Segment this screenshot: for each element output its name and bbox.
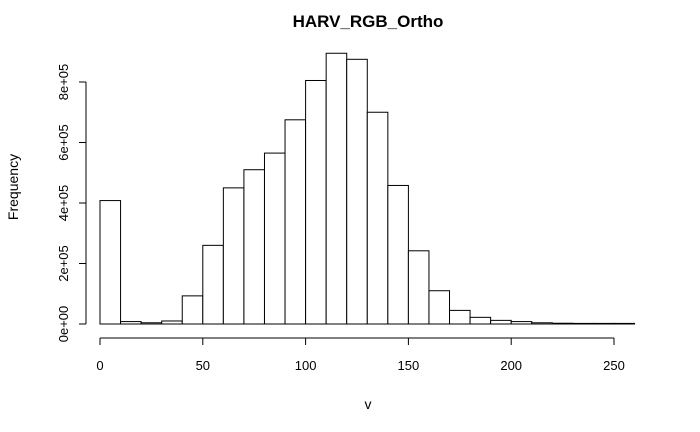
chart-title: HARV_RGB_Ortho (293, 12, 444, 31)
histogram-bar (469, 316, 492, 325)
histogram-bar (490, 319, 512, 325)
histogram-bar (592, 322, 615, 325)
histogram-bar (181, 295, 204, 325)
x-tick-label: 0 (96, 358, 103, 373)
x-tick-label: 100 (295, 358, 317, 373)
histogram-bar (284, 119, 307, 325)
y-axis: 0e+00 2e+05 4e+05 6e+05 8e+05 (56, 64, 87, 343)
histogram-bar (346, 58, 368, 325)
histogram-bar (243, 169, 265, 325)
x-axis-label: v (365, 396, 372, 412)
histogram-bar (202, 244, 224, 325)
y-tick-label: 0e+00 (56, 306, 71, 343)
histogram-bar (551, 322, 574, 325)
histogram-bars (99, 52, 636, 325)
histogram-bar (99, 200, 122, 325)
x-tick-label: 250 (603, 358, 625, 373)
histogram-bar (120, 321, 142, 325)
y-tick-label: 6e+05 (56, 124, 71, 161)
histogram-bar (263, 152, 286, 325)
x-tick-label: 150 (398, 358, 420, 373)
histogram-bar (305, 79, 327, 325)
histogram-bar (613, 322, 636, 325)
histogram-bar (449, 309, 471, 325)
histogram-bar (161, 320, 183, 325)
histogram-bar (407, 250, 430, 325)
histogram-bar (387, 184, 409, 325)
histogram-bar (572, 322, 594, 325)
histogram-bar (222, 187, 245, 325)
y-tick-label: 2e+05 (56, 245, 71, 282)
histogram-bar (140, 322, 163, 325)
histogram-bar (510, 321, 533, 325)
x-axis: 0 50 100 150 200 250 (96, 337, 625, 373)
x-tick-label: 200 (500, 358, 522, 373)
y-tick-label: 8e+05 (56, 64, 71, 101)
x-tick-label: 50 (196, 358, 210, 373)
histogram-bar (531, 322, 553, 325)
y-axis-label: Frequency (5, 154, 21, 220)
histogram-bar (325, 52, 348, 325)
histogram-bar (428, 290, 451, 325)
histogram-bar (366, 111, 389, 325)
y-tick-label: 4e+05 (56, 185, 71, 222)
